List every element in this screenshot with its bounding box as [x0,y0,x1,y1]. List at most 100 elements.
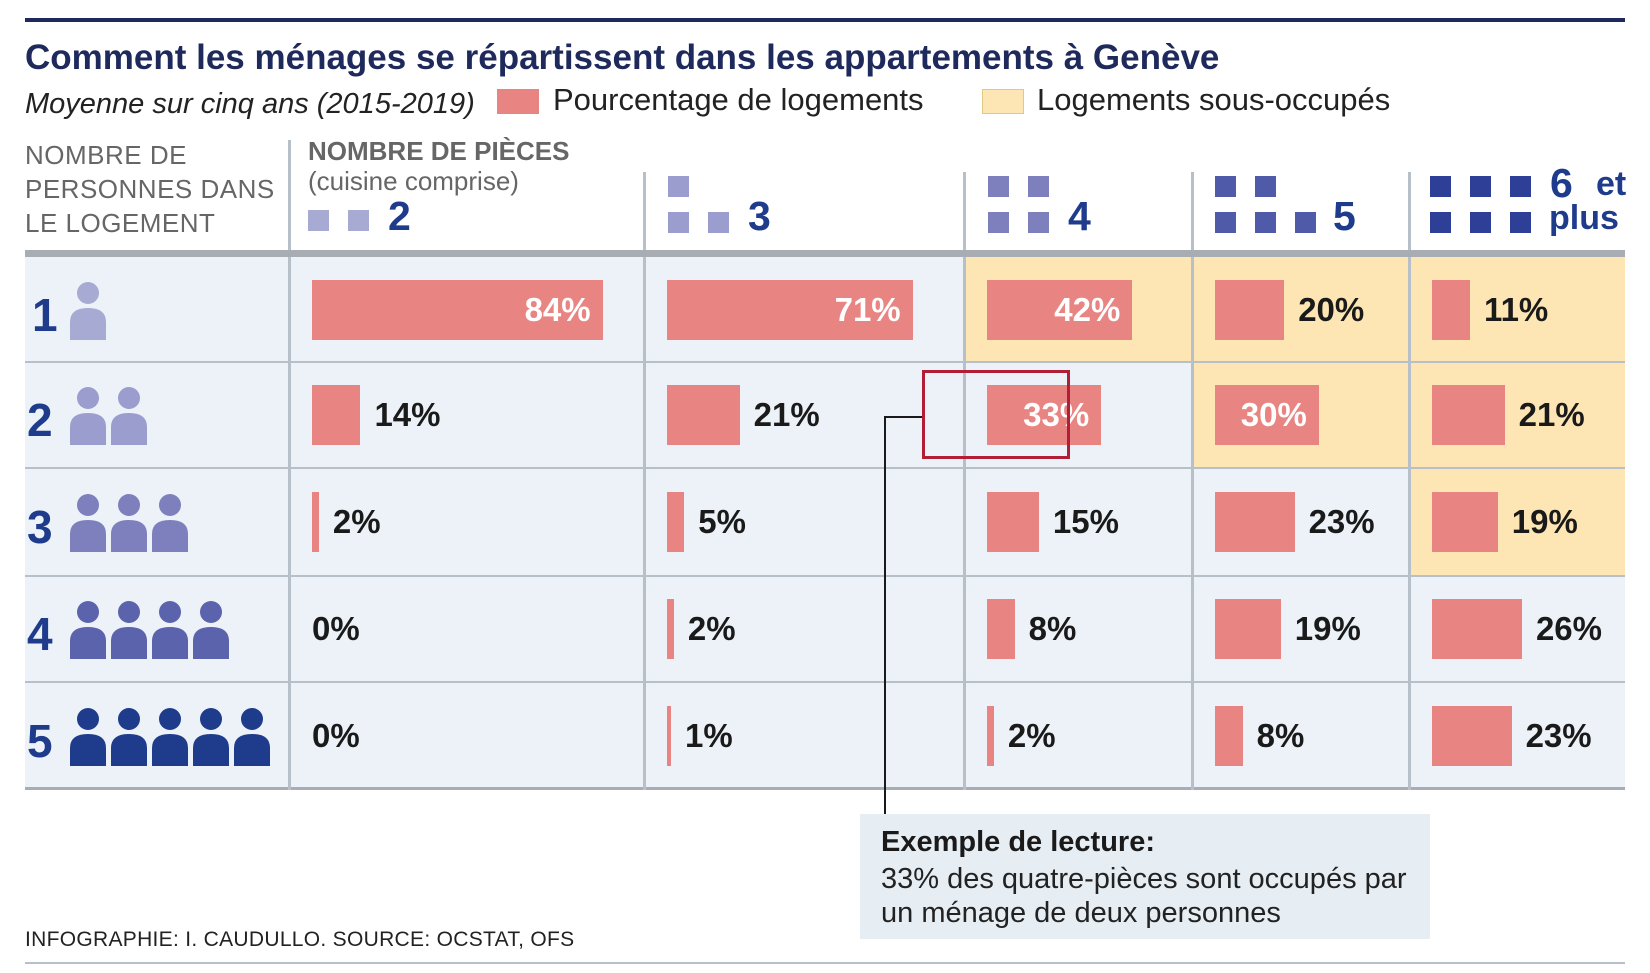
room-square-icon [1028,212,1049,233]
room-square-icon [708,212,729,233]
row-divider [25,467,1625,469]
chart-title: Comment les ménages se répartissent dans… [25,38,1220,77]
value-label-5p-4r: 2% [1007,716,1056,754]
column-divider [643,172,646,790]
column-divider [1408,172,1411,790]
value-label-3p-4r: 15% [1052,503,1119,540]
chart-subtitle: Moyenne sur cinq ans (2015-2019) [25,88,475,120]
bar-1p-6r [1432,279,1471,340]
bar-1p-3r [667,279,913,340]
person-icon [70,494,106,552]
bar-1p-2r [312,279,603,340]
value-label-5p-3r: 1% [685,716,733,754]
value-label-3p-2r: 2% [332,503,381,540]
room-square-icon [1028,176,1049,197]
value-label-3p-5r: 23% [1308,503,1375,540]
value-label-1p-3r: 71% [834,290,901,328]
bar-2p-4r [987,385,1102,445]
value-label-3p-3r: 5% [698,503,746,540]
room-square-icon [988,212,1009,233]
column-header-4: 4 [1068,193,1091,239]
row-axis-label: NOMBRE DE PERSONNES DANS LE LOGEMENT [25,140,275,238]
legend-label-pct: Pourcentage de logements [553,82,924,117]
room-square-icon [1215,212,1236,233]
room-square-icon [1470,176,1491,197]
value-label-2p-6r: 21% [1518,396,1585,433]
value-label-4p-5r: 19% [1294,610,1361,647]
person-icon [193,707,229,766]
bar-3p-4r [987,492,1039,552]
value-label-1p-4r: 42% [1054,290,1121,328]
annotation-text: 33% des quatre-pièces sont occupés par u… [881,863,1407,929]
room-square-icon [1295,212,1316,233]
annotation-leader-line [884,416,922,814]
person-icon [111,707,147,766]
column-divider [963,172,966,790]
value-label-5p-2r: 0% [312,716,360,754]
value-label-4p-2r: 0% [312,610,360,647]
bar-3p-3r [667,492,685,552]
value-label-2p-3r: 21% [753,396,820,433]
room-square-icon [1430,212,1451,233]
room-square-icon [308,210,329,231]
room-square-icon [1255,212,1276,233]
row-divider [25,681,1625,683]
legend-label-under: Logements sous-occupés [1037,82,1391,117]
bar-2p-2r [312,385,361,445]
row-header-5: 5 [27,714,53,767]
row-header-3: 3 [27,501,53,553]
column-header-2: 2 [388,193,411,239]
bottom-rule [25,962,1625,964]
row-header-2: 2 [27,394,53,446]
value-label-4p-4r: 8% [1028,610,1077,647]
bar-2p-3r [667,385,740,445]
person-icon [70,707,106,766]
bar-1p-5r [1215,279,1285,340]
row-divider [25,361,1625,363]
person-icon [111,601,147,659]
column-header-plus: plus [1549,199,1619,237]
annotation-box [860,814,1430,939]
value-label-3p-6r: 19% [1511,503,1578,540]
value-label-2p-2r: 14% [374,396,441,433]
bar-3p-6r [1432,492,1498,552]
value-label-2p-5r: 30% [1240,396,1307,433]
column-header-et: et [1596,165,1627,203]
value-label-2p-4r: 33% [1023,396,1090,433]
room-square-icon [348,210,369,231]
value-label-4p-3r: 2% [687,610,736,647]
person-icon [111,494,147,552]
person-icon [152,707,188,766]
column-axis-label: NOMBRE DE PIÈCES [308,136,570,166]
bar-1p-4r [987,279,1133,340]
room-square-icon [1215,176,1236,197]
bar-5p-5r [1215,705,1243,766]
legend-swatch-under [982,89,1024,114]
example-highlight-box [922,370,1070,459]
bar-2p-6r [1432,385,1505,445]
column-header-5: 5 [1333,193,1356,239]
row-divider [25,575,1625,577]
value-label-5p-5r: 8% [1256,716,1305,754]
person-icon [111,387,147,445]
bar-5p-4r [987,705,994,766]
annotation-title: Exemple de lecture: [881,826,1155,858]
bar-4p-5r [1215,599,1281,659]
header-rule [25,250,1625,257]
column-axis-sublabel: (cuisine comprise) [308,166,519,196]
bar-4p-4r [987,599,1015,659]
room-square-icon [1470,212,1491,233]
bar-4p-3r [667,599,674,659]
room-square-icon [1510,176,1531,197]
room-square-icon [1430,176,1451,197]
value-label-1p-5r: 20% [1298,290,1365,328]
value-label-4p-6r: 26% [1535,610,1603,647]
credit-line: INFOGRAPHIE: I. CAUDULLO. SOURCE: OCSTAT… [25,928,575,951]
value-label-1p-6r: 11% [1484,290,1549,328]
value-label-1p-2r: 84% [524,290,591,328]
column-header-3: 3 [748,193,771,239]
row-header-4: 4 [27,608,53,660]
table-bottom-rule [25,787,1625,790]
room-square-icon [668,212,689,233]
